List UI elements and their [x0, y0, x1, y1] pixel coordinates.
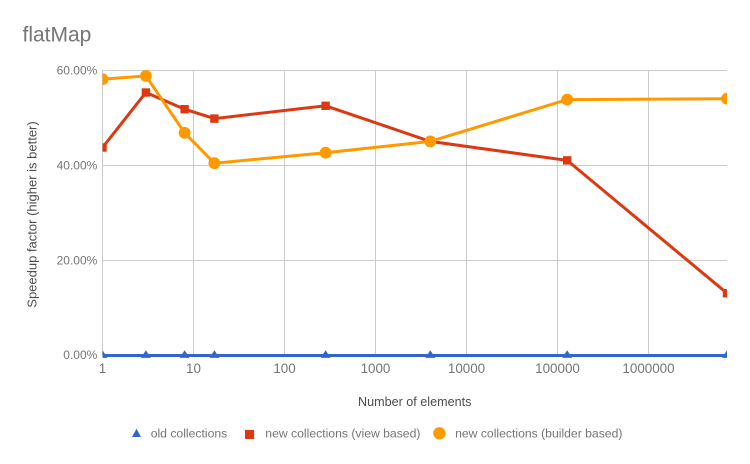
svg-text:40.00%: 40.00% — [57, 159, 98, 173]
svg-text:new collections (builder based: new collections (builder based) — [455, 426, 622, 440]
svg-text:old collections: old collections — [151, 426, 228, 440]
svg-text:new collections (view based): new collections (view based) — [265, 426, 420, 440]
svg-text:Speedup factor (higher is bett: Speedup factor (higher is better) — [25, 121, 40, 307]
svg-text:1000: 1000 — [361, 361, 391, 376]
svg-text:10000: 10000 — [448, 361, 485, 376]
svg-text:100000: 100000 — [535, 361, 580, 376]
svg-text:0.00%: 0.00% — [63, 348, 97, 362]
svg-text:10: 10 — [186, 361, 201, 376]
svg-text:100: 100 — [273, 361, 295, 376]
svg-text:Number of elements: Number of elements — [358, 395, 471, 409]
svg-text:60.00%: 60.00% — [57, 64, 98, 78]
svg-text:20.00%: 20.00% — [57, 254, 98, 268]
svg-text:flatMap: flatMap — [23, 24, 92, 47]
svg-text:1000000: 1000000 — [622, 361, 674, 376]
svg-text:1: 1 — [99, 361, 106, 376]
